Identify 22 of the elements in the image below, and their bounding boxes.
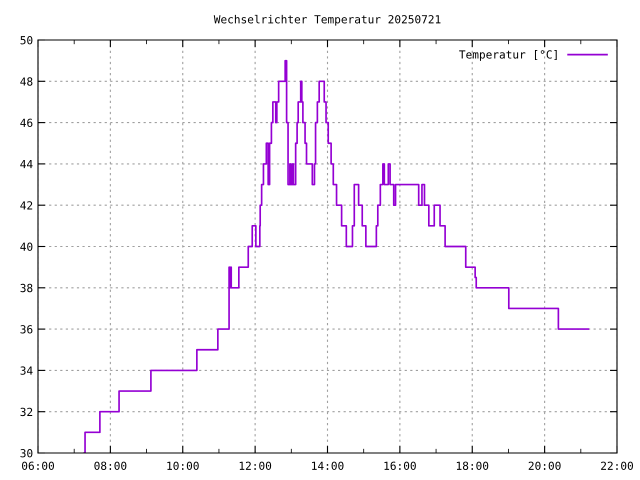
legend-label: Temperatur [°C] xyxy=(459,50,557,61)
y-tick-label: 42 xyxy=(20,201,32,210)
x-tick-label: 06:00 xyxy=(22,462,54,470)
y-tick-label: 44 xyxy=(20,160,33,168)
y-tick-label: 32 xyxy=(20,408,32,416)
x-tick-label: 08:00 xyxy=(94,462,126,470)
y-tick-label: 30 xyxy=(20,449,32,458)
y-tick-label: 46 xyxy=(20,118,32,128)
x-tick-label: 18:00 xyxy=(456,462,488,470)
y-tick-label: 40 xyxy=(20,242,32,251)
y-tick-label: 50 xyxy=(20,36,32,44)
y-tick-label: 48 xyxy=(20,77,32,86)
y-tick-label: 34 xyxy=(20,366,33,375)
x-tick-label: 16:00 xyxy=(384,462,416,470)
x-tick-label: 20:00 xyxy=(528,462,561,470)
x-tick-label: 14:00 xyxy=(312,462,344,470)
chart-title: Wechselrichter Temperatur 20250721 xyxy=(214,14,440,26)
x-tick-label: 12:00 xyxy=(240,462,272,470)
y-tick-label: 36 xyxy=(20,325,32,334)
x-tick-label: 22:00 xyxy=(601,462,634,470)
y-tick-label: 38 xyxy=(20,284,32,292)
x-tick-label: 10:00 xyxy=(167,462,199,470)
